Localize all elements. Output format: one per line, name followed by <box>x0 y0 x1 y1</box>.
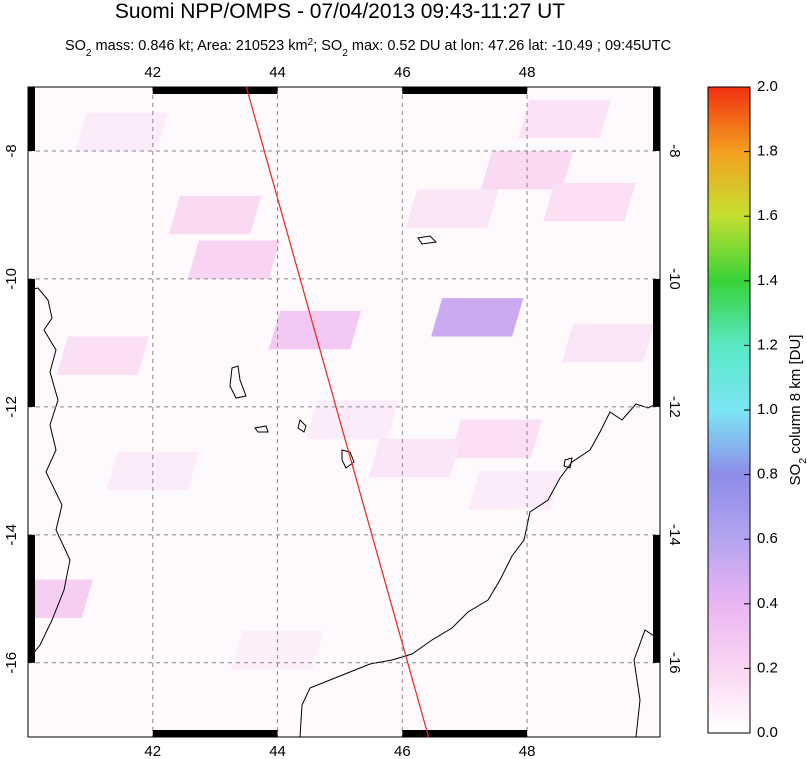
frame-border <box>27 86 661 738</box>
so2-patch <box>28 579 93 619</box>
colorbar <box>707 86 751 734</box>
so2-patch <box>468 470 561 510</box>
colorbar-tick-label: 1.6 <box>757 207 778 224</box>
so2-patch <box>56 336 150 375</box>
colorbar-tick-label: 1.0 <box>757 401 778 418</box>
island <box>229 365 247 399</box>
y-tick-label: -8 <box>3 144 20 157</box>
colorbar-tick-label: 0.0 <box>757 724 778 741</box>
text-part: 2 <box>342 48 348 59</box>
frame-bar <box>152 87 278 94</box>
y-tick-label: -12 <box>666 396 683 418</box>
y-tick-label: -12 <box>3 396 20 418</box>
so2-patches <box>28 99 655 670</box>
text-part: 2 <box>797 458 807 464</box>
graticule <box>28 87 660 737</box>
text-part: column 8 km [DU] <box>787 335 804 458</box>
coastlines <box>28 235 660 737</box>
frame-bar <box>653 87 660 151</box>
island <box>563 457 573 469</box>
x-tick-label: 48 <box>519 64 536 81</box>
x-tick-label: 44 <box>269 743 286 759</box>
y-tick-label: -8 <box>666 144 683 157</box>
so2-patch <box>562 323 655 363</box>
text-part: SO <box>787 464 804 486</box>
x-tick-label: 42 <box>144 64 161 81</box>
so2-patch <box>518 99 611 139</box>
colorbar-tick-label: 0.2 <box>757 659 778 676</box>
frame-bar <box>28 87 35 151</box>
title: Suomi NPP/OMPS - 07/04/2013 09:43-11:27 … <box>115 0 565 23</box>
so2-patch <box>406 189 499 228</box>
so2-patch <box>431 298 524 337</box>
x-tick-label: 44 <box>269 64 286 81</box>
frame-bar <box>653 278 660 407</box>
x-tick-label: 46 <box>394 64 411 81</box>
frame-bar <box>653 534 660 663</box>
island <box>254 425 269 433</box>
subtitle: SO2 mass: 0.846 kt; Area: 210523 km2; SO… <box>65 37 671 59</box>
y-tick-label: -14 <box>3 524 20 546</box>
text-part: SO <box>65 38 86 54</box>
y-tick-label: -14 <box>666 524 683 546</box>
text-part: mass: 0.846 kt; Area: 210523 km <box>92 38 308 54</box>
colorbar-tick-label: 2.0 <box>757 78 778 95</box>
y-tick-label: -16 <box>666 652 683 674</box>
colorbar-tick-label: 0.4 <box>757 595 778 612</box>
so2-patch <box>187 240 281 279</box>
frame-bar <box>402 87 528 94</box>
colorbar-label: SO2 column 8 km [DU] <box>787 335 807 486</box>
x-tick-label: 42 <box>144 743 161 759</box>
x-tick-label: 46 <box>394 743 411 759</box>
so2-patch <box>306 400 399 439</box>
frame-bar <box>402 730 528 737</box>
text-part: max: 0.52 DU at lon: 47.26 lat: -10.49 ;… <box>348 38 671 54</box>
colorbar-tick-label: 0.6 <box>757 530 778 547</box>
so2-patch <box>106 451 199 491</box>
orbit-track <box>245 87 430 737</box>
colorbar-tick-label: 0.8 <box>757 466 778 483</box>
so2-patch <box>368 438 461 478</box>
map-frame <box>27 86 661 738</box>
x-tick-label: 48 <box>519 743 536 759</box>
so2-patch <box>75 112 168 151</box>
frame-bar <box>28 278 35 407</box>
island <box>297 419 307 433</box>
colorbar-tick-label: 1.8 <box>757 143 778 160</box>
text-part: 2 <box>86 48 92 59</box>
madagascar-east-coast <box>633 629 660 737</box>
frame-bar <box>152 730 278 737</box>
so2-patch <box>449 419 543 459</box>
madagascar-coast <box>299 401 660 737</box>
y-tick-label: -10 <box>3 268 20 290</box>
so2-patch <box>168 195 262 235</box>
y-tick-label: -10 <box>666 268 683 290</box>
so2-patch <box>543 182 636 222</box>
colorbar-tick-label: 1.4 <box>757 272 778 289</box>
africa-coast <box>28 287 71 661</box>
colorbar-tick-label: 1.2 <box>757 336 778 353</box>
y-tick-label: -16 <box>3 652 20 674</box>
island <box>417 235 438 245</box>
text-part: ; SO <box>313 38 342 54</box>
frame-bar <box>28 534 35 663</box>
text-part: 2 <box>308 37 314 48</box>
